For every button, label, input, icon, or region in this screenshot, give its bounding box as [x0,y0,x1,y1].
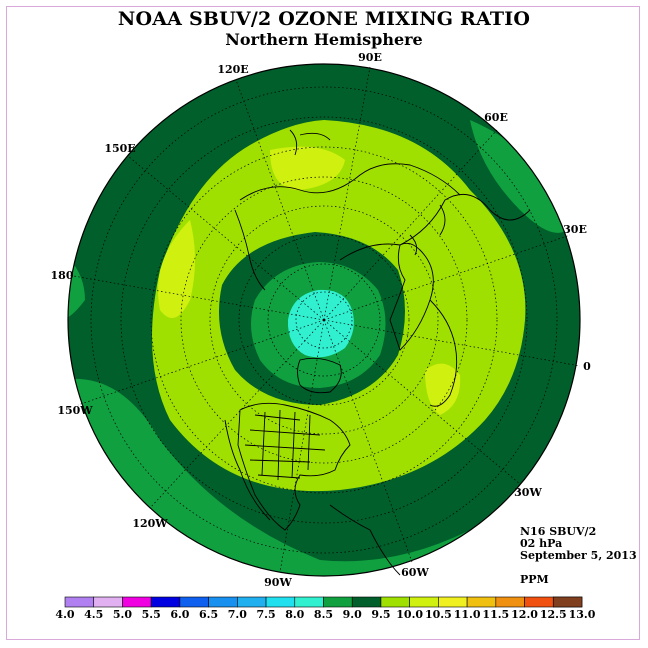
lon-label-90w: 90W [264,576,292,589]
band-patch-west [68,250,85,320]
band-patch-yellow-n [270,146,345,190]
legend-tick-label: 6.5 [199,608,218,621]
lon-label-30w: 30W [514,486,542,499]
legend-tick-label: 7.5 [256,608,275,621]
meridians [67,66,581,573]
legend-swatch [524,596,554,608]
band-patch-yellow-w [158,220,195,318]
legend-swatch [150,596,181,608]
legend-tick-label: 9.0 [343,608,362,621]
legend-tick-label: 10.0 [396,608,423,621]
lon-label-30e: 30E [563,223,587,236]
lon-label-180: 180 [51,269,74,282]
legend-swatch [237,596,267,608]
legend-tick-label: 4.5 [84,608,103,621]
legend-swatch [351,596,382,608]
legend-swatch [438,596,468,608]
lon-label-120w: 120W [132,517,168,530]
legend-swatch [409,596,439,608]
legend-swatch [64,596,95,608]
legend-swatch [380,596,410,608]
legend-swatch [294,596,324,608]
map-title: NOAA SBUV/2 OZONE MIXING RATIO [117,8,531,30]
legend-swatch [93,596,123,608]
legend-tick-label: 8.0 [285,608,304,621]
legend-swatch [323,596,353,608]
figure-frame [6,6,640,640]
legend-swatch [179,596,209,608]
lon-label-60w: 60W [401,566,429,579]
lon-label-60e: 60E [484,111,508,124]
legend-tick-label: 11.5 [482,608,509,621]
legend-swatch [122,596,152,608]
info-units: PPM [520,573,549,586]
legend-tick-label: 13.0 [569,608,596,621]
legend-tick-label: 5.5 [142,608,161,621]
color-legend: 4.0 4.5 5.0 5.5 6.0 6.5 7.0 7.5 8.0 8.5 9.0 9.5 10.0… [55,596,596,621]
legend-tick-label: 11.0 [454,608,481,621]
legend-swatch [552,596,583,608]
legend-swatch [208,596,238,608]
legend-tick-label: 12.5 [540,608,567,621]
lon-label-0: 0 [583,360,591,373]
legend-tick-label: 9.5 [371,608,390,621]
legend-tick-label: 4.0 [55,608,74,621]
info-date: September 5, 2013 [520,549,637,562]
legend-tick-label: 10.5 [425,608,452,621]
legend-tick-label: 6.0 [170,608,189,621]
map-border [67,63,581,577]
coastlines [224,129,531,576]
lon-label-120e: 120E [217,63,248,76]
legend-tick-label: 5.0 [113,608,132,621]
legend-swatch [466,596,497,608]
legend-tick-label: 7.0 [228,608,247,621]
band-patch-yellow-e [425,363,461,415]
legend-swatch [495,596,525,608]
ozone-field [68,64,580,576]
lon-label-150w: 150W [57,404,93,417]
map-subtitle: Northern Hemisphere [225,30,423,49]
lon-label-150e: 150E [104,142,135,155]
info-instrument: N16 SBUV/2 [520,525,597,538]
legend-swatch [265,596,296,608]
legend-tick-label: 12.0 [511,608,538,621]
lon-label-90e: 90E [358,51,382,64]
info-level: 02 hPa [520,537,563,550]
latitude-circles [90,86,558,554]
band-patch-ne [470,120,575,233]
legend-tick-label: 8.5 [314,608,333,621]
